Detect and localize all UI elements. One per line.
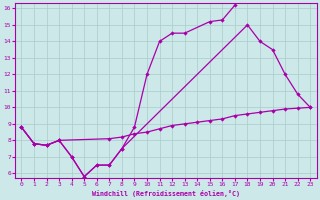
X-axis label: Windchill (Refroidissement éolien,°C): Windchill (Refroidissement éolien,°C) [92, 190, 240, 197]
